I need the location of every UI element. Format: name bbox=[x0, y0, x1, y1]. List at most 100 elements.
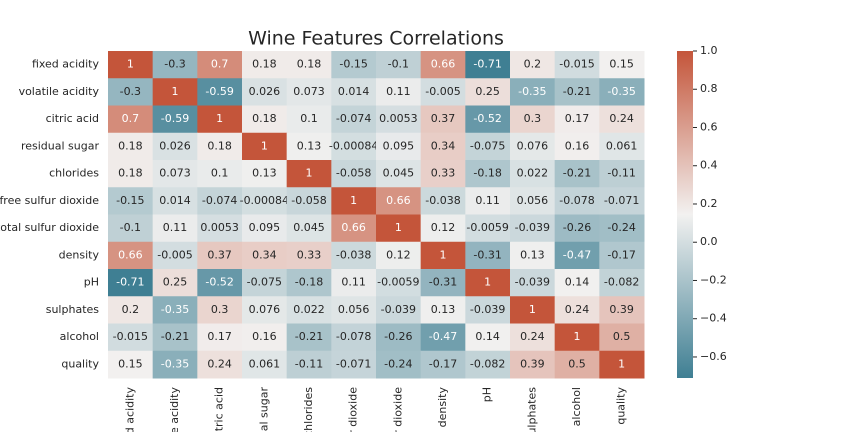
heatmap-cell bbox=[465, 296, 511, 324]
heatmap-cell bbox=[376, 241, 422, 270]
cell-label: 1 bbox=[440, 248, 447, 261]
heatmap-cell bbox=[554, 296, 600, 324]
heatmap-cell bbox=[242, 241, 288, 270]
x-tick-label: fixed acidity bbox=[123, 387, 136, 432]
cell-label: 0.14 bbox=[565, 276, 590, 289]
colorbar-tick-label: −0.4 bbox=[700, 312, 727, 325]
heatmap-cell bbox=[465, 51, 511, 79]
heatmap-cell bbox=[599, 78, 645, 106]
cell-label: 0.11 bbox=[386, 85, 411, 98]
cell-label: 0.026 bbox=[249, 85, 281, 98]
cell-label: -0.075 bbox=[470, 139, 505, 152]
heatmap-cell bbox=[286, 241, 332, 270]
cell-label: 0.095 bbox=[249, 221, 281, 234]
cell-label: 1 bbox=[172, 85, 179, 98]
cell-label: 0.15 bbox=[118, 357, 143, 370]
heatmap-cell bbox=[554, 132, 600, 161]
cell-label: -0.71 bbox=[116, 276, 144, 289]
heatmap-cell bbox=[152, 78, 198, 106]
cell-label: 0.12 bbox=[386, 248, 411, 261]
heatmap-cell bbox=[376, 78, 422, 106]
heatmap-cell bbox=[465, 214, 511, 243]
cell-label: -0.071 bbox=[604, 194, 639, 207]
heatmap-cell bbox=[108, 160, 154, 188]
heatmap-cell bbox=[242, 132, 288, 161]
heatmap-cell bbox=[465, 187, 511, 215]
x-tick-label: citric acid bbox=[213, 387, 226, 432]
y-tick-label: pH bbox=[84, 276, 99, 289]
heatmap-cell bbox=[108, 323, 154, 352]
cell-label: 0.15 bbox=[609, 58, 634, 71]
heatmap-cell bbox=[420, 269, 466, 297]
cell-label: -0.24 bbox=[607, 221, 635, 234]
heatmap-cell bbox=[376, 296, 422, 324]
heatmap-cell bbox=[197, 51, 243, 79]
colorbar bbox=[677, 51, 693, 378]
cell-label: -0.17 bbox=[429, 357, 457, 370]
heatmap-cell bbox=[242, 51, 288, 79]
heatmap-cell bbox=[152, 160, 198, 188]
heatmap-cell bbox=[376, 269, 422, 297]
cell-label: -0.31 bbox=[473, 248, 501, 261]
heatmap-cell bbox=[510, 296, 556, 324]
x-tick-label: chlorides bbox=[302, 387, 315, 432]
heatmap-cell bbox=[376, 350, 422, 379]
cell-label: -0.24 bbox=[384, 357, 412, 370]
cell-label: -0.074 bbox=[202, 194, 237, 207]
heatmap-cell bbox=[420, 105, 466, 134]
cell-label: 0.095 bbox=[383, 139, 415, 152]
heatmap-cell bbox=[152, 296, 198, 324]
cell-label: -0.075 bbox=[247, 276, 282, 289]
cell-label: 0.061 bbox=[606, 139, 638, 152]
cell-label: -0.038 bbox=[336, 248, 371, 261]
heatmap-cell bbox=[420, 51, 466, 79]
cell-label: 0.13 bbox=[431, 303, 456, 316]
heatmap-cell bbox=[510, 132, 556, 161]
colorbar-tick-label: −0.2 bbox=[700, 273, 727, 286]
cell-label: -0.015 bbox=[559, 58, 594, 71]
cell-label: -0.59 bbox=[205, 85, 233, 98]
cell-label: -0.17 bbox=[607, 248, 635, 261]
heatmap-cell bbox=[197, 269, 243, 297]
cell-label: -0.074 bbox=[336, 112, 371, 125]
cell-label: 0.11 bbox=[163, 221, 188, 234]
cell-label: -0.0059 bbox=[377, 276, 419, 289]
cell-label: 0.022 bbox=[293, 303, 325, 316]
cell-label: -0.038 bbox=[425, 194, 460, 207]
cell-label: -0.21 bbox=[295, 330, 323, 343]
cell-label: -0.35 bbox=[607, 85, 635, 98]
cell-label: 0.16 bbox=[565, 139, 590, 152]
heatmap-cell bbox=[465, 105, 511, 134]
cell-label: 0.056 bbox=[517, 194, 549, 207]
cell-label: 0.24 bbox=[520, 330, 545, 343]
heatmap-cell bbox=[242, 78, 288, 106]
heatmap-cell bbox=[331, 214, 377, 243]
cell-label: 0.66 bbox=[431, 58, 456, 71]
cell-label: -0.59 bbox=[161, 112, 189, 125]
cell-label: 1 bbox=[127, 58, 134, 71]
heatmap-cell bbox=[152, 323, 198, 352]
heatmap-cell bbox=[108, 132, 154, 161]
heatmap-cell bbox=[152, 105, 198, 134]
x-tick-label: pH bbox=[481, 387, 494, 402]
y-tick-label: alcohol bbox=[60, 330, 99, 343]
heatmap-cell bbox=[152, 132, 198, 161]
heatmap-cell bbox=[420, 78, 466, 106]
heatmap-cell bbox=[331, 132, 377, 161]
heatmap-cell bbox=[197, 105, 243, 134]
heatmap-cell bbox=[376, 214, 422, 243]
heatmap-cell bbox=[152, 214, 198, 243]
cell-label: -0.18 bbox=[473, 167, 501, 180]
heatmap-cell bbox=[242, 105, 288, 134]
heatmap-cell bbox=[286, 296, 332, 324]
x-tick-label: total sulfur dioxide bbox=[391, 387, 404, 432]
cell-label: 0.014 bbox=[159, 194, 191, 207]
y-tick-label: residual sugar bbox=[21, 139, 100, 152]
heatmap-cell bbox=[554, 78, 600, 106]
heatmap-cell bbox=[331, 241, 377, 270]
heatmap-cell bbox=[510, 323, 556, 352]
heatmap-cell bbox=[599, 241, 645, 270]
colorbar-tick-label: 0.4 bbox=[700, 159, 718, 172]
y-tick-label: citric acid bbox=[46, 112, 99, 125]
heatmap-cell bbox=[152, 51, 198, 79]
